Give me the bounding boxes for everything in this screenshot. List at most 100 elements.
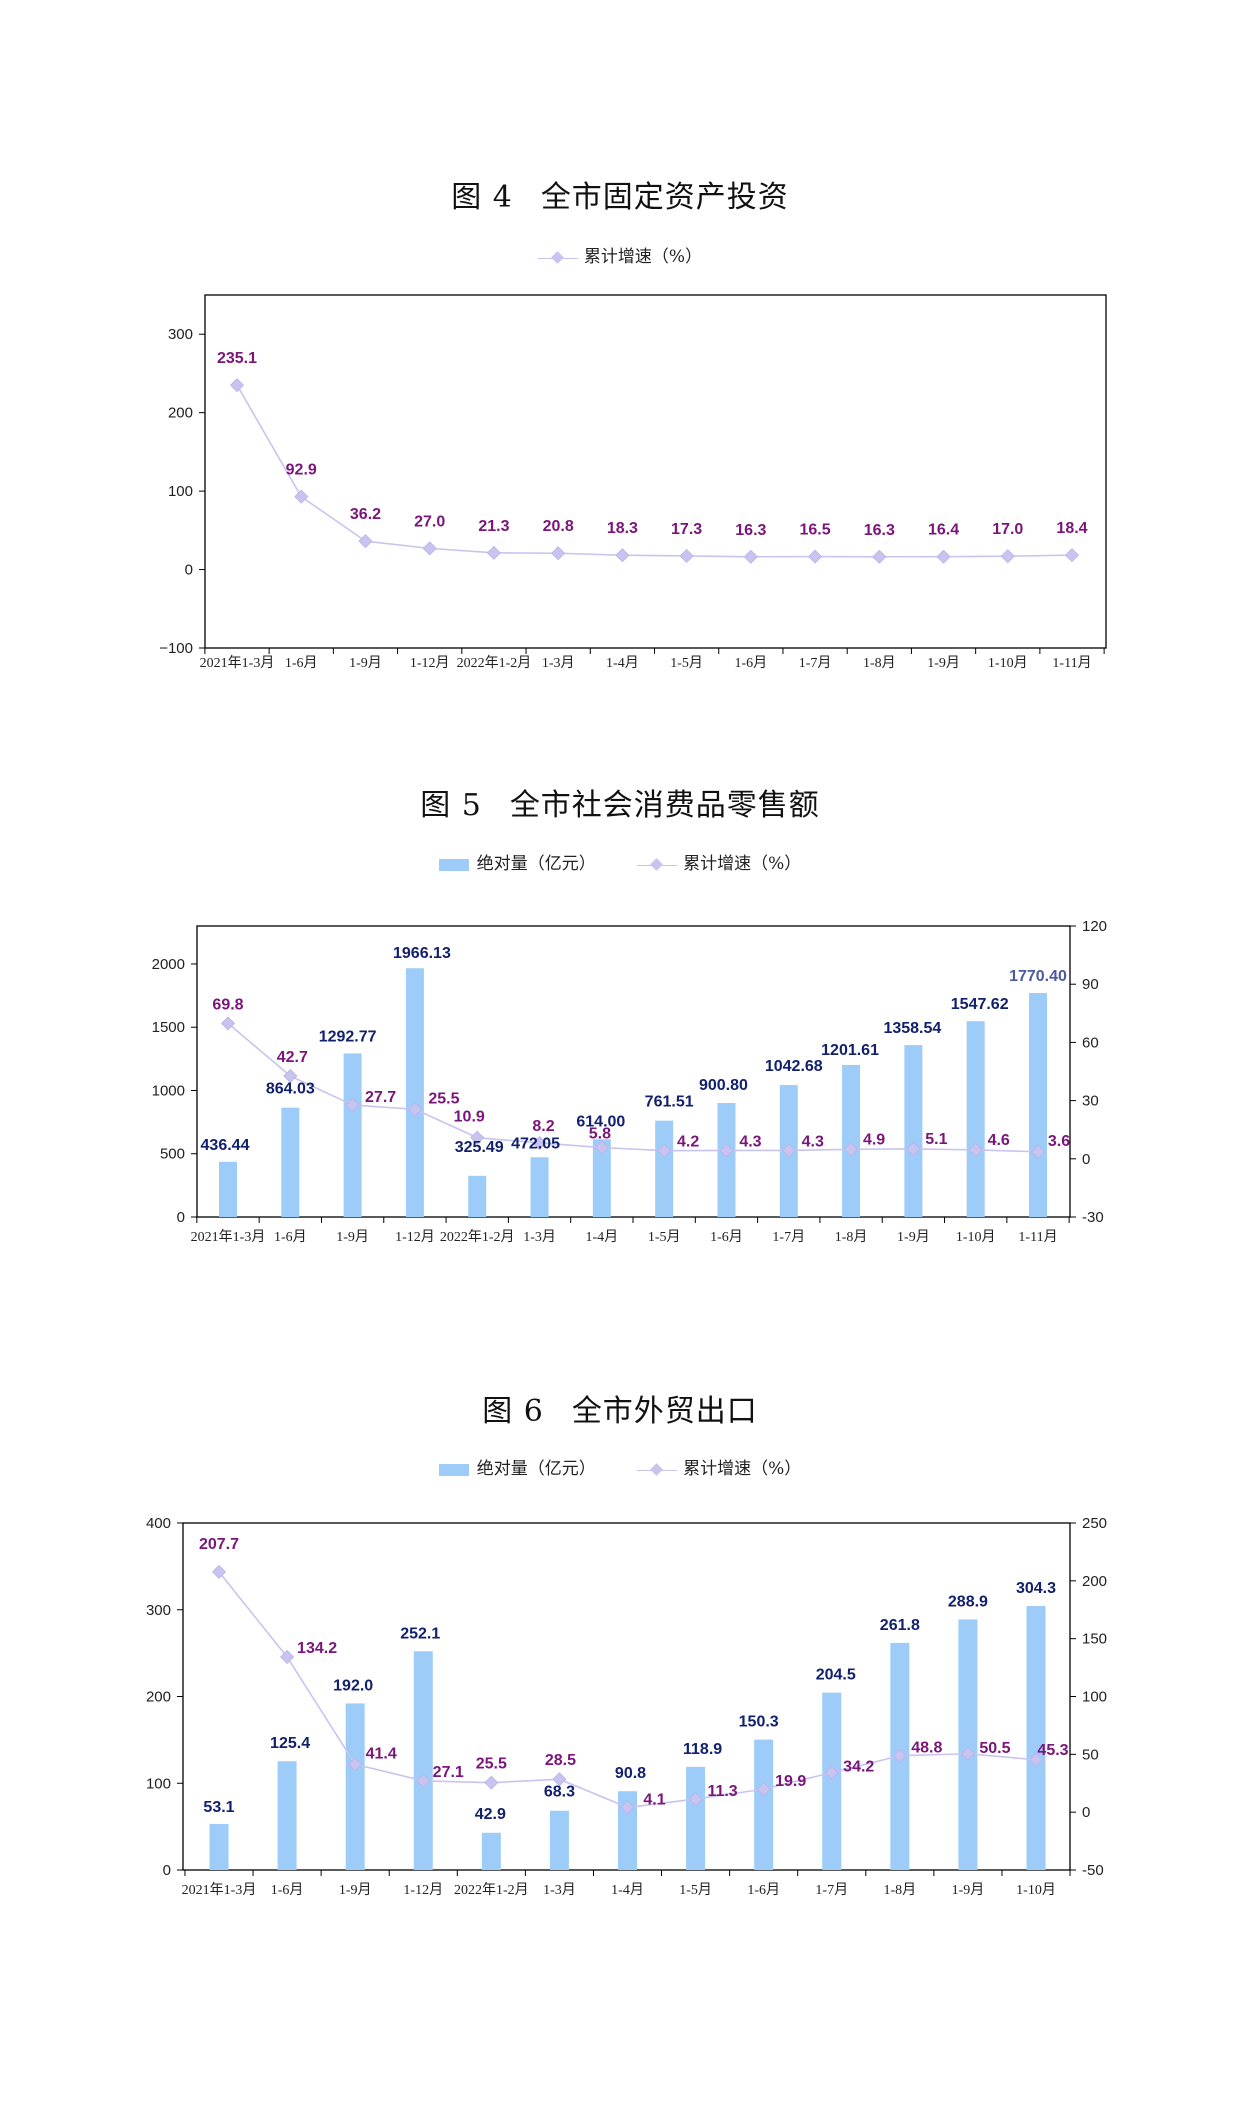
bar-data-label: 150.3 (739, 1714, 779, 1731)
y2-axis-tick-label: -50 (1082, 1862, 1104, 1879)
series-marker (422, 541, 437, 556)
x-axis-category-label: 1-9月 (952, 1882, 985, 1898)
bar (966, 1021, 985, 1217)
bar (592, 1139, 611, 1217)
bar (219, 1161, 237, 1217)
series-marker (743, 549, 758, 564)
bar-data-label: 1201.61 (821, 1042, 879, 1059)
y-axis-tick-label: 300 (146, 1602, 171, 1619)
bar-data-label: 288.9 (948, 1593, 988, 1610)
x-axis-category-label: 1-4月 (606, 655, 639, 671)
y2-axis-tick-label: 60 (1082, 1034, 1099, 1051)
x-axis-category-label: 1-11月 (1018, 1229, 1057, 1245)
series-marker (407, 1102, 422, 1117)
bar-data-label: 472.05 (511, 1135, 560, 1152)
line-data-label: 10.9 (454, 1109, 485, 1126)
x-axis-category-label: 1-8月 (835, 1229, 868, 1245)
y2-axis-tick-label: 30 (1082, 1093, 1099, 1110)
bar (904, 1045, 923, 1217)
line-data-label: 8.2 (532, 1118, 554, 1135)
line-data-label: 42.7 (277, 1049, 308, 1066)
x-axis-category-label: 1-9月 (349, 655, 382, 671)
line-data-label: 69.8 (212, 996, 243, 1013)
x-axis-category-label: 1-7月 (799, 655, 832, 671)
x-axis-category-label: 1-11月 (1052, 655, 1091, 671)
x-axis-category-label: 1-7月 (772, 1229, 805, 1245)
chart-number: 图 4 (451, 180, 513, 215)
y2-axis-tick-label: -30 (1082, 1209, 1104, 1226)
series-marker (960, 1746, 975, 1761)
y2-axis-tick-label: 250 (1082, 1515, 1107, 1532)
x-axis-category-label: 1-3月 (543, 1882, 576, 1898)
line-data-label: 5.1 (925, 1131, 947, 1148)
y-axis-tick-label: −100 (159, 640, 193, 657)
y-axis-tick-label: 0 (163, 1862, 171, 1879)
x-axis-category-label: 1-6月 (735, 655, 768, 671)
data-label: 16.3 (735, 522, 766, 539)
chart-plot: 0 100 200 300 400 -50 0 50 100 150 200 250 2021年1-3月… (146, 1515, 1107, 1898)
legend-item-amount: 绝对量（亿元） (438, 1454, 596, 1479)
bar (468, 1175, 487, 1217)
x-axis-category-label: 1-6月 (285, 655, 318, 671)
bar (618, 1791, 637, 1870)
line-data-label: 25.5 (428, 1090, 459, 1107)
x-axis-category-label: 1-3月 (542, 655, 575, 671)
series-marker (657, 1143, 672, 1158)
line-data-label: 28.5 (545, 1752, 576, 1769)
chart-title-text: 全市外贸出口 (571, 1394, 758, 1429)
legend-label: 绝对量（亿元） (476, 854, 596, 874)
series-marker (348, 1757, 363, 1772)
y2-axis-tick-label: 50 (1082, 1746, 1099, 1763)
chart-title-text: 全市固定资产投资 (540, 180, 789, 215)
y-axis-tick-label: 100 (146, 1775, 171, 1792)
data-label: 92.9 (286, 462, 317, 479)
series-marker (551, 546, 566, 561)
x-axis-category-label: 1-8月 (883, 1882, 916, 1898)
bar (754, 1739, 774, 1870)
data-label: 16.4 (928, 522, 959, 539)
line-data-label: 4.2 (677, 1134, 699, 1151)
series-line (227, 1022, 1039, 1153)
line-data-label: 207.7 (199, 1536, 239, 1553)
x-axis-category-label: 1-4月 (611, 1882, 644, 1898)
series-marker (756, 1782, 771, 1797)
y-axis-tick-label: 200 (146, 1689, 171, 1706)
bar-data-label: 864.03 (266, 1081, 315, 1098)
x-axis-category-label: 2022年1-2月 (440, 1229, 515, 1245)
bar (1029, 993, 1047, 1217)
line-data-label: 27.1 (433, 1764, 464, 1781)
chart-title: 图 4 全市固定资产投资 (0, 172, 1240, 216)
x-axis-category-label: 1-10月 (988, 655, 1028, 671)
line-data-label: 134.2 (297, 1640, 337, 1657)
bar-data-label: 761.51 (645, 1094, 694, 1111)
y2-axis-tick-label: 90 (1082, 976, 1099, 993)
line-data-label: 41.4 (366, 1745, 397, 1762)
bar-data-label: 118.9 (683, 1741, 722, 1758)
line-data-label: 48.8 (911, 1740, 942, 1757)
line-data-label: 4.1 (643, 1791, 665, 1808)
x-axis-category-label: 1-5月 (679, 1882, 712, 1898)
series-marker (211, 1564, 227, 1579)
series-marker (220, 1016, 236, 1031)
data-label: 18.4 (1056, 520, 1087, 537)
legend-line-swatch (637, 1463, 678, 1477)
bar (209, 1823, 229, 1870)
series-marker (781, 1143, 796, 1158)
bar (530, 1157, 549, 1217)
series-marker (283, 1068, 298, 1084)
x-axis-category-label: 1-12月 (410, 655, 450, 671)
x-axis-category-label: 1-5月 (670, 655, 703, 671)
y-axis-tick-label: 200 (168, 405, 193, 422)
line-data-label: 3.6 (1048, 1133, 1070, 1150)
x-axis-category-label: 1-5月 (648, 1229, 681, 1245)
bar-data-label: 325.49 (455, 1139, 504, 1156)
legend-item-growth: 累计增速（%） (637, 1454, 801, 1479)
data-label: 36.2 (350, 506, 381, 523)
bar-data-label: 1770.40 (1009, 968, 1067, 985)
bar-data-label: 1292.77 (319, 1028, 377, 1045)
chart-title: 图 6 全市外贸出口 (0, 1386, 1240, 1430)
chart-number: 图 5 (420, 788, 482, 823)
bar (686, 1766, 706, 1870)
line-data-label: 4.6 (988, 1132, 1010, 1149)
bar-data-label: 42.9 (475, 1806, 506, 1823)
